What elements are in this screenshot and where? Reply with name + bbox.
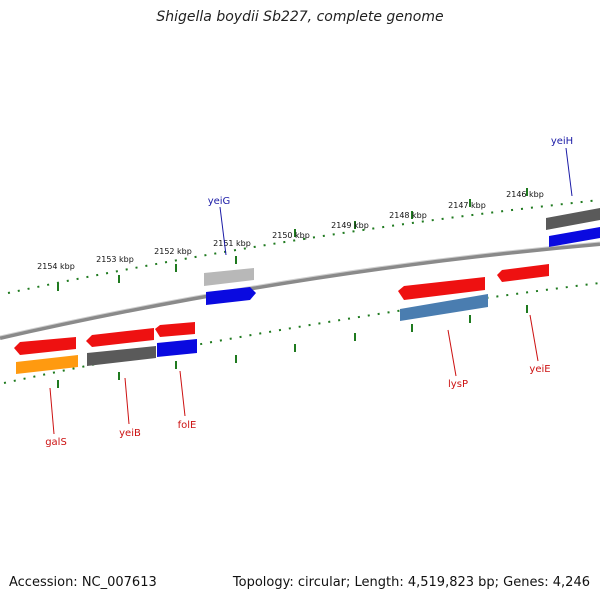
gene-arrow-lysP-steel <box>400 294 488 321</box>
tick-label: 2152 kbp <box>154 247 192 256</box>
gene-label-lysP: lysP <box>448 379 468 390</box>
genome-backbone <box>0 242 600 340</box>
gene-label-galS: galS <box>45 437 67 448</box>
tick-label: 2153 kbp <box>96 255 134 264</box>
genome-summary: Topology: circular; Length: 4,519,823 bp… <box>232 575 590 590</box>
gene-label-yeiB: yeiB <box>119 428 141 439</box>
gene-arrow-yeiH-gray <box>546 208 600 230</box>
gene-arrow-folE-blue <box>157 339 197 357</box>
gene-arrow-yeiB-gray <box>87 346 156 366</box>
tick-label: 2149 kbp <box>331 221 369 230</box>
tick-label: 2147 kbp <box>448 201 486 210</box>
gene-label-folE: folE <box>178 420 197 431</box>
tick-label: 2148 kbp <box>389 211 427 220</box>
gene-arrow-folE-red <box>155 322 195 337</box>
leader-galS <box>49 387 55 435</box>
leader-lysP <box>447 329 457 377</box>
leader-folE <box>179 370 186 417</box>
leader-yeiE <box>529 314 539 362</box>
gene-arrow-galS-red <box>14 337 76 355</box>
leader-yeiG <box>219 206 227 256</box>
gene-arrow-yeiB-red <box>86 328 154 347</box>
gene-label-yeiG: yeiG <box>208 196 231 207</box>
inner-tick-scale <box>3 282 600 384</box>
gene-arrow-yeiG-gray <box>204 268 254 286</box>
accession-label: Accession: NC_007613 <box>9 575 157 590</box>
gene-arrow-yeiH-blue <box>549 227 600 247</box>
gene-arrow-galS-orange <box>16 355 78 374</box>
gene-label-yeiE: yeiE <box>529 364 550 375</box>
tick-label: 2150 kbp <box>272 231 310 240</box>
tick-label: 2151 kbp <box>213 239 251 248</box>
leader-yeiB <box>124 377 130 425</box>
gene-arrow-yeiE-red <box>497 264 549 282</box>
map-title: Shigella boydii Sb227, complete genome <box>156 9 444 25</box>
leader-yeiH <box>565 147 573 197</box>
tick-label: 2154 kbp <box>37 262 75 271</box>
gene-label-yeiH: yeiH <box>551 136 573 147</box>
tick-label: 2146 kbp <box>506 190 544 199</box>
gene-arrow-lysP-red <box>398 277 485 300</box>
gene-arrow-yeiG-blue <box>206 287 256 305</box>
